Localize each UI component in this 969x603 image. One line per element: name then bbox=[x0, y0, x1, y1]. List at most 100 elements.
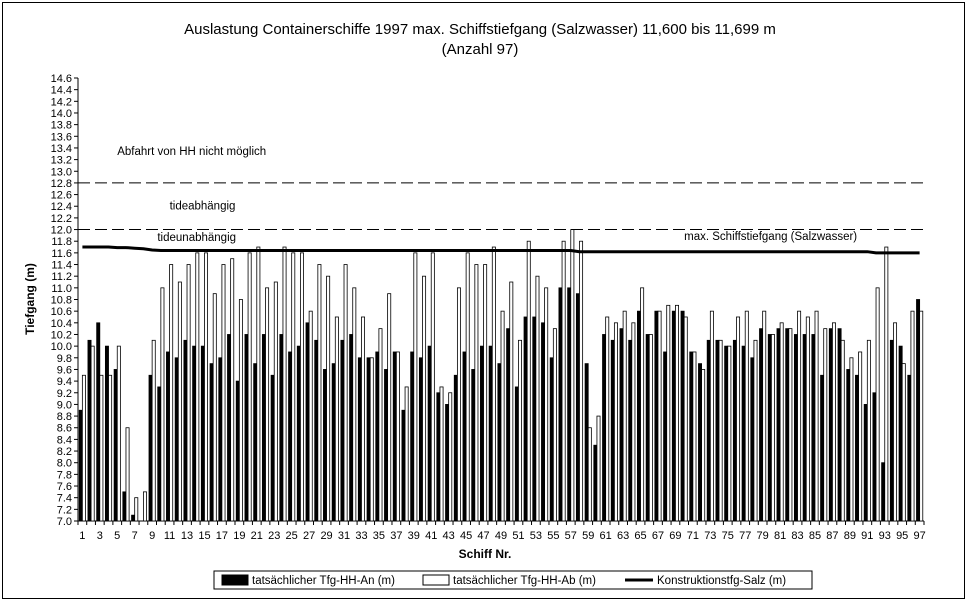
bar-an-95 bbox=[898, 345, 903, 522]
bar-ab-77 bbox=[744, 310, 749, 522]
bar-an-51 bbox=[514, 386, 519, 522]
bar-an-18 bbox=[227, 334, 232, 522]
x-tick-label: 75 bbox=[722, 530, 734, 542]
bar-ab-63 bbox=[622, 310, 627, 522]
legend-label-konstruktion: Konstruktionstfg-Salz (m) bbox=[657, 575, 786, 587]
y-tick-label: 12.2 bbox=[51, 213, 72, 225]
bar-an-75 bbox=[724, 345, 729, 522]
y-tick-label: 8.4 bbox=[57, 434, 72, 446]
bar-an-89 bbox=[846, 369, 851, 522]
y-tick-label: 11.0 bbox=[51, 283, 72, 295]
x-tick-label: 61 bbox=[600, 530, 612, 542]
bar-an-13 bbox=[183, 339, 188, 522]
x-tick-label: 95 bbox=[896, 530, 908, 542]
bar-an-27 bbox=[305, 322, 310, 522]
bar-an-49 bbox=[497, 363, 502, 522]
bar-an-29 bbox=[323, 369, 327, 522]
konstruktionstfg-line bbox=[82, 245, 920, 255]
bar-an-71 bbox=[689, 351, 694, 522]
y-tick-label: 12.8 bbox=[51, 178, 72, 190]
bar-ab-87 bbox=[832, 322, 836, 522]
y-tick-label: 13.2 bbox=[51, 155, 72, 167]
legend-label-an: tatsächlicher Tfg-HH-An (m) bbox=[252, 575, 395, 587]
bar-ab-40 bbox=[422, 275, 427, 522]
bar-ab-70 bbox=[683, 316, 688, 522]
bar-ab-96 bbox=[910, 310, 915, 522]
bar-ab-74 bbox=[718, 339, 723, 522]
bar-an-66 bbox=[645, 334, 650, 522]
bar-an-6 bbox=[122, 491, 127, 522]
bar-ab-73 bbox=[709, 310, 714, 522]
y-tick-label: 10.0 bbox=[51, 341, 72, 353]
bar-an-9 bbox=[148, 374, 153, 522]
bar-ab-58 bbox=[579, 240, 584, 522]
y-tick-label: 10.2 bbox=[51, 329, 72, 341]
bar-an-53 bbox=[532, 316, 537, 522]
y-tick-label: 9.8 bbox=[57, 353, 72, 365]
bar-an-17 bbox=[218, 357, 223, 522]
bar-an-26 bbox=[296, 345, 301, 522]
bar-ab-49 bbox=[500, 310, 505, 522]
legend-box bbox=[213, 570, 813, 590]
bar-an-81 bbox=[776, 328, 781, 522]
y-tick-label: 10.8 bbox=[51, 295, 72, 307]
bar-ab-84 bbox=[805, 316, 810, 522]
y-tick-label: 12.4 bbox=[51, 201, 72, 213]
bar-ab-30 bbox=[334, 316, 339, 522]
bar-an-56 bbox=[558, 287, 563, 522]
x-tick-label: 73 bbox=[704, 530, 716, 542]
bar-an-5 bbox=[113, 369, 118, 522]
annotation-tideab: tideabhängig bbox=[170, 201, 236, 213]
x-tick-label: 41 bbox=[425, 530, 437, 542]
bar-an-21 bbox=[253, 363, 258, 522]
bar-ab-94 bbox=[893, 322, 898, 522]
x-tick-label: 29 bbox=[320, 530, 332, 542]
bar-an-7 bbox=[131, 514, 136, 522]
chart-title-line2: (Anzahl 97) bbox=[442, 41, 519, 58]
bar-an-46 bbox=[471, 369, 476, 522]
x-axis-label: Schiff Nr. bbox=[459, 547, 512, 561]
bar-an-92 bbox=[872, 392, 877, 522]
y-tick-label: 11.8 bbox=[51, 236, 72, 248]
x-tick-label: 67 bbox=[652, 530, 664, 542]
bar-ab-68 bbox=[666, 304, 671, 522]
bar-an-50 bbox=[506, 328, 511, 522]
bar-an-20 bbox=[244, 334, 249, 522]
x-tick-label: 25 bbox=[286, 530, 298, 542]
y-tick-label: 9.4 bbox=[57, 376, 72, 388]
bar-an-96 bbox=[907, 374, 912, 522]
bar-ab-4 bbox=[108, 374, 113, 522]
bar-an-11 bbox=[166, 351, 170, 522]
x-tick-label: 23 bbox=[268, 530, 280, 542]
y-tick-label: 9.2 bbox=[57, 388, 72, 400]
bar-an-55 bbox=[549, 357, 554, 522]
y-tick-label: 7.0 bbox=[57, 516, 72, 528]
bar-ab-90 bbox=[858, 351, 863, 522]
bar-ab-57 bbox=[570, 229, 575, 522]
bar-an-77 bbox=[741, 345, 746, 522]
x-tick-label: 93 bbox=[879, 530, 891, 542]
bar-an-93 bbox=[881, 462, 886, 522]
bar-an-87 bbox=[828, 328, 833, 522]
bar-ab-72 bbox=[701, 369, 706, 522]
annotation-maxsalz: max. Schiffstiefgang (Salzwasser) bbox=[684, 231, 857, 243]
x-tick-label: 33 bbox=[355, 530, 367, 542]
y-tick-label: 8.0 bbox=[57, 458, 72, 470]
bar-an-36 bbox=[384, 369, 389, 522]
bar-ab-17 bbox=[221, 264, 226, 522]
bar-an-14 bbox=[192, 345, 197, 522]
bar-ab-64 bbox=[631, 322, 636, 522]
bar-an-44 bbox=[453, 374, 458, 522]
bar-ab-24 bbox=[282, 246, 287, 522]
bar-an-37 bbox=[392, 351, 397, 522]
bar-an-85 bbox=[811, 334, 816, 522]
bar-an-35 bbox=[375, 351, 380, 522]
bar-an-76 bbox=[732, 339, 737, 522]
bar-ab-2 bbox=[90, 345, 95, 522]
bar-an-47 bbox=[480, 345, 484, 522]
x-tick-label: 63 bbox=[617, 530, 629, 542]
bar-an-30 bbox=[331, 363, 336, 522]
legend-swatch-an bbox=[221, 574, 249, 586]
bar-an-83 bbox=[793, 334, 798, 522]
bar-ab-91 bbox=[866, 339, 871, 522]
